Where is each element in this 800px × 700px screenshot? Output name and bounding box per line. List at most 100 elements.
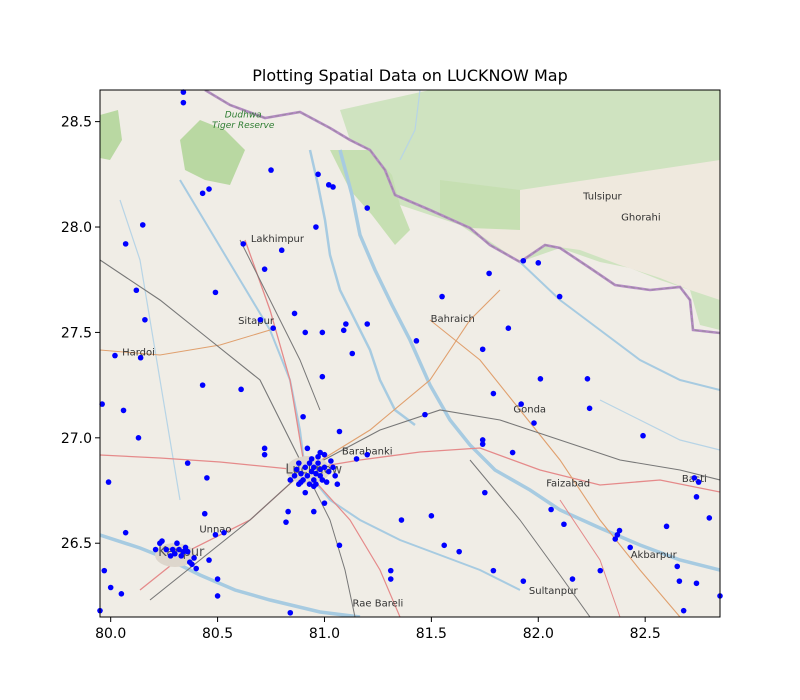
data-point	[321, 500, 328, 506]
data-point	[310, 464, 317, 471]
data-point	[122, 529, 129, 536]
data-point	[304, 445, 311, 452]
data-point	[441, 542, 448, 549]
y-axis: 26.5 27.0 27.5 28.0 28.5	[61, 115, 100, 552]
data-point	[479, 437, 486, 443]
data-point	[313, 224, 319, 230]
data-point	[169, 546, 176, 553]
data-point	[302, 489, 309, 496]
river-sharda	[308, 149, 416, 426]
data-point	[212, 531, 219, 538]
data-point	[319, 329, 326, 336]
data-point	[353, 456, 360, 462]
data-point	[486, 270, 492, 277]
data-point	[674, 563, 681, 570]
data-point	[334, 481, 341, 487]
data-point	[285, 508, 291, 515]
road-4	[304, 289, 501, 471]
railway-2	[149, 469, 306, 601]
data-point	[321, 451, 328, 458]
data-point	[191, 555, 197, 561]
data-point	[569, 576, 576, 582]
data-point	[296, 460, 302, 466]
data-point	[676, 578, 683, 584]
data-point	[336, 428, 343, 435]
data-point	[107, 584, 114, 591]
data-point	[413, 338, 420, 344]
data-point	[180, 99, 187, 106]
data-point	[172, 550, 178, 557]
river-rapti	[519, 261, 720, 391]
data-point	[212, 289, 219, 296]
data-point	[509, 449, 516, 456]
data-point	[340, 327, 347, 334]
data-point	[349, 350, 356, 357]
data-point	[199, 382, 206, 388]
data-point	[482, 489, 488, 496]
data-point	[306, 481, 313, 487]
data-point	[520, 578, 527, 584]
forest-mid	[330, 150, 410, 245]
forest-west	[100, 110, 122, 160]
data-point	[422, 411, 428, 418]
forest-east	[440, 180, 520, 230]
y-tick-label: 27.0	[61, 431, 92, 447]
data-point	[640, 432, 646, 439]
data-point	[178, 553, 185, 559]
chart-title: Plotting Spatial Data on LUCKNOW Map	[252, 66, 567, 85]
data-point	[520, 257, 527, 264]
data-points	[97, 89, 723, 616]
map-label: Dudhwa	[225, 110, 262, 120]
data-point	[343, 321, 349, 327]
data-point	[428, 513, 435, 519]
data-point	[268, 167, 274, 173]
data-point	[99, 401, 105, 407]
data-point	[693, 494, 700, 500]
road-5	[429, 319, 681, 617]
data-point	[330, 464, 336, 471]
data-point	[336, 542, 343, 549]
river-minor-3	[599, 399, 720, 451]
data-point	[561, 521, 567, 528]
map-label: Akbarpur	[631, 550, 678, 561]
data-point	[221, 529, 227, 536]
road-6	[100, 329, 271, 356]
basemap	[100, 90, 720, 617]
data-point	[304, 472, 311, 479]
data-point	[278, 247, 285, 254]
map-label: Rae Bareli	[353, 598, 404, 609]
railway-4	[469, 459, 591, 617]
data-point	[663, 523, 670, 530]
y-tick-label: 27.5	[61, 325, 92, 341]
data-point	[310, 508, 317, 515]
data-point	[206, 186, 212, 192]
data-point	[317, 472, 324, 479]
data-point	[257, 316, 264, 323]
map-label: Gonda	[513, 405, 546, 416]
road-3	[304, 469, 401, 617]
data-point	[490, 567, 497, 574]
data-point	[180, 548, 187, 555]
data-point	[315, 171, 321, 178]
data-point	[293, 466, 300, 473]
data-point	[152, 546, 159, 553]
data-point	[328, 458, 334, 464]
data-point	[695, 479, 702, 485]
map-label: Hardoi	[122, 348, 155, 359]
data-point	[439, 293, 445, 300]
map-label: Bahraich	[431, 314, 475, 325]
data-point	[364, 321, 371, 327]
map-label: Tiger Reserve	[212, 121, 275, 131]
data-point	[287, 477, 294, 483]
data-point	[310, 477, 317, 483]
data-point	[174, 540, 180, 547]
data-point	[118, 591, 125, 597]
x-axis: 80.0 80.5 81.0 81.5 82.0 82.5	[95, 617, 661, 642]
data-point	[302, 329, 309, 336]
data-point	[214, 593, 221, 599]
data-point	[291, 472, 298, 479]
data-point	[214, 576, 221, 582]
river-minor-1	[119, 199, 181, 501]
data-point	[310, 483, 317, 490]
data-point	[204, 475, 210, 481]
